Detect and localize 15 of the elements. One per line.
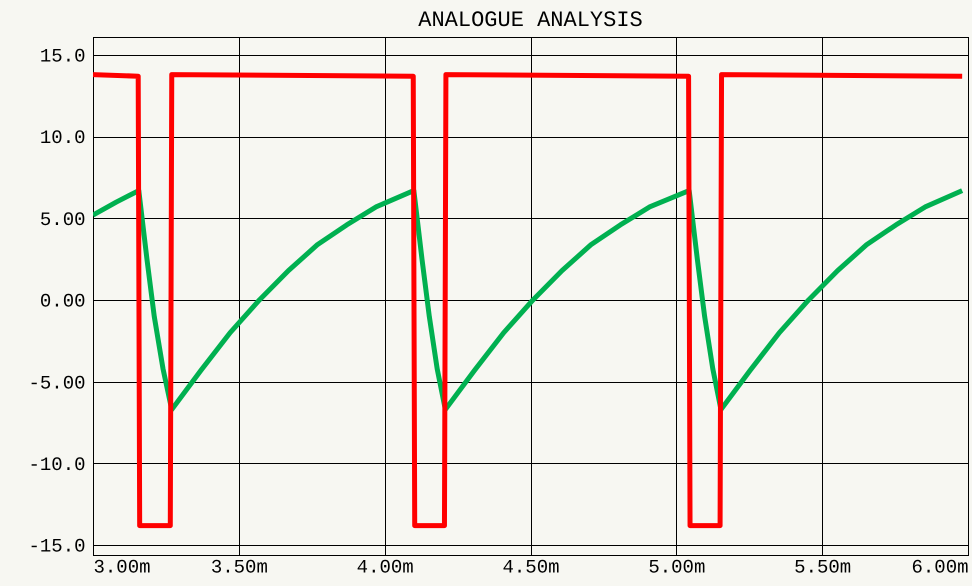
x-tick-label: 4.50m	[502, 556, 560, 578]
x-tick-label: 3.00m	[94, 556, 151, 578]
x-tick-label: 3.50m	[210, 556, 268, 578]
x-tick-label: 6.00m	[911, 556, 968, 578]
x-tick-label: 5.00m	[648, 556, 706, 578]
y-tick-label: 10.0	[40, 127, 86, 150]
y-tick-label: -15.0	[28, 536, 86, 558]
y-tick-label: -5.00	[28, 372, 86, 394]
y-tick-label: -10.0	[28, 454, 86, 476]
y-tick-label: 0.00	[40, 290, 86, 313]
x-tick-label: 4.00m	[356, 556, 414, 578]
y-tick-label: 15.0	[40, 45, 86, 68]
chart-title: ANALOGUE ANALYSIS	[418, 8, 643, 33]
x-tick-label: 5.50m	[794, 556, 852, 578]
y-tick-label: 5.00	[40, 208, 86, 231]
